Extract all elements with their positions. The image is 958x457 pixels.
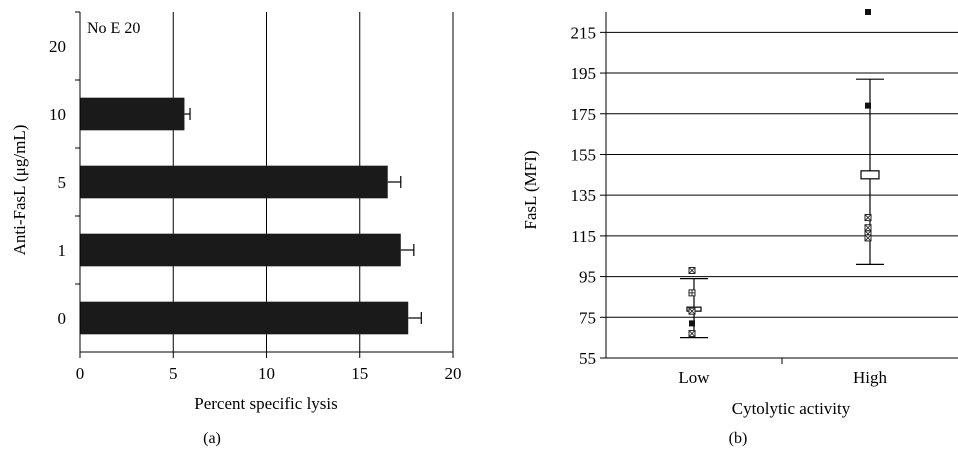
y-tick-label: 95 [579, 268, 596, 287]
y-tick-label: 10 [49, 105, 66, 124]
panel-a-bars [80, 97, 409, 335]
panel-a-x-ticks: 0 5 10 15 20 [76, 352, 462, 383]
y-tick-label: 0 [58, 309, 67, 328]
x-tick-label: 20 [445, 364, 462, 383]
data-point [688, 266, 696, 274]
data-point [688, 307, 696, 315]
panel-b-gridlines [606, 31, 958, 318]
panel-a-y-ticks: 0 1 5 10 20 [49, 11, 80, 328]
x-tick-label: 15 [351, 364, 368, 383]
bar [80, 233, 401, 267]
y-tick-label: 75 [579, 308, 596, 327]
panel-a-y-axis-label: Anti-FasL (μg/mL) [10, 125, 29, 256]
panel-b-x-axis-label: Cytolytic activity [732, 399, 851, 418]
data-point [865, 102, 871, 109]
y-tick-label: 135 [571, 186, 597, 205]
panel-b-y-axis-label: FasL (MFI) [521, 150, 540, 229]
y-tick-label: 175 [571, 105, 597, 124]
y-tick-label: 55 [579, 349, 596, 368]
panel-a-error-bars [184, 108, 422, 324]
panel-b-chart: 55 75 95 115 135 155 175 195 215 Low High Cytolyt… [521, 9, 958, 447]
y-tick-label: 1 [58, 241, 67, 260]
bar [80, 97, 185, 131]
panel-b-error-bars [680, 78, 884, 339]
y-tick-label: 195 [571, 64, 597, 83]
y-tick-label: 215 [571, 23, 597, 42]
panel-b-points [688, 9, 872, 338]
data-point [864, 214, 872, 222]
panel-b-label: (b) [729, 430, 748, 447]
panel-a-annotation: No E 20 [87, 20, 140, 37]
x-tick-label: High [853, 368, 888, 387]
y-tick-label: 5 [58, 173, 67, 192]
x-tick-label: 10 [258, 364, 275, 383]
data-point [688, 289, 696, 297]
y-tick-label: 20 [49, 37, 66, 56]
data-point [689, 320, 695, 327]
data-point [865, 9, 871, 15]
y-tick-label: 115 [571, 227, 596, 246]
panel-b-y-ticks: 55 75 95 115 135 155 175 195 215 [571, 23, 606, 368]
data-point [864, 224, 872, 232]
panel-a-x-axis-label: Percent specific lysis [194, 394, 338, 413]
bar [80, 301, 409, 335]
x-tick-label: Low [678, 368, 710, 387]
panel-b-x-ticks: Low High [678, 358, 888, 387]
x-tick-label: 5 [169, 364, 178, 383]
bar [80, 165, 388, 199]
y-tick-label: 155 [571, 145, 597, 164]
panel-a-label: (a) [203, 430, 221, 447]
x-tick-label: 0 [76, 364, 85, 383]
data-point [864, 234, 872, 242]
data-point [688, 330, 696, 338]
mean-marker [860, 170, 880, 180]
